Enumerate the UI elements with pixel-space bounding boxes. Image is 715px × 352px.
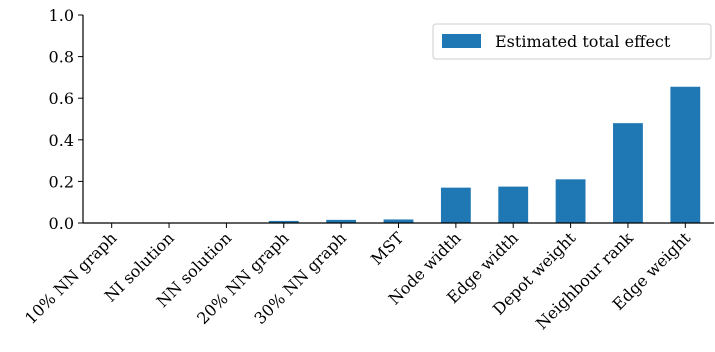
x-tick-label: 10% NN graph — [21, 228, 121, 328]
y-tick-label: 0.0 — [49, 214, 74, 233]
legend-swatch — [442, 34, 481, 48]
legend: Estimated total effect — [432, 23, 712, 60]
y-axis: 0.0 0.2 0.4 0.6 0.8 1.0 — [49, 6, 83, 233]
y-tick-label: 0.2 — [49, 172, 74, 191]
x-tick-label: Neighbour rank — [532, 228, 637, 333]
y-tick-label: 1.0 — [49, 6, 74, 25]
bar — [268, 220, 299, 223]
bar — [498, 186, 529, 223]
bar — [555, 179, 586, 223]
bar — [326, 219, 357, 223]
legend-frame — [432, 23, 712, 60]
bar — [440, 187, 471, 223]
bar — [613, 123, 643, 223]
y-tick-label: 0.8 — [49, 48, 74, 67]
legend-label: Estimated total effect — [495, 32, 671, 51]
x-tick-label: MST — [367, 228, 408, 269]
bars — [268, 86, 701, 223]
y-tick-label: 0.6 — [49, 89, 74, 108]
y-tick-label: 0.4 — [49, 131, 74, 150]
bar — [670, 86, 701, 223]
bar — [383, 219, 414, 223]
